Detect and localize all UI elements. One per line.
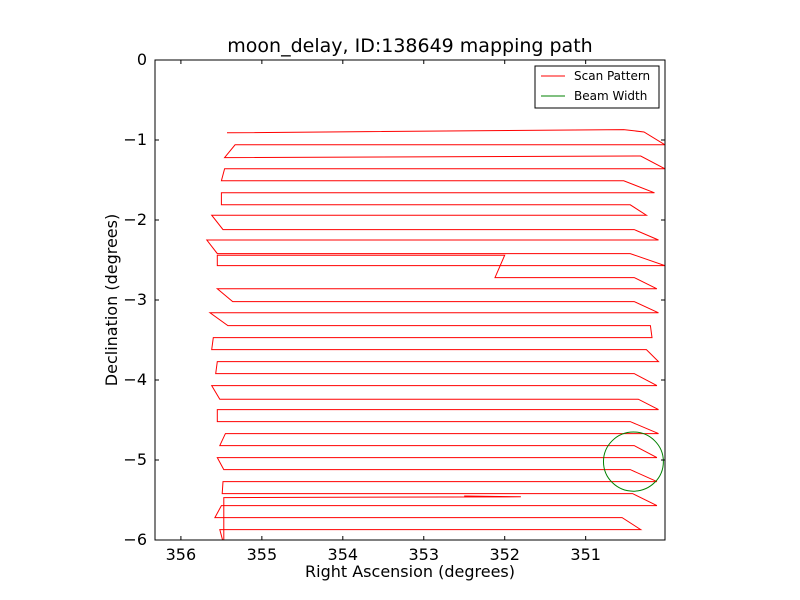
legend: Scan Pattern Beam Width [534, 65, 660, 109]
x-axis-label: Right Ascension (degrees) [305, 562, 515, 581]
y-axis: 0 −1 −2 −3 −4 −5 −6 [123, 50, 665, 549]
x-tick-label: 352 [489, 545, 520, 564]
y-tick-label: −5 [123, 450, 147, 469]
series-layer [205, 129, 665, 540]
y-tick-label: −3 [123, 290, 147, 309]
x-tick-label: 356 [166, 545, 197, 564]
legend-label-beam-width: Beam Width [574, 89, 647, 103]
x-tick-label: 355 [247, 545, 278, 564]
y-tick-label: −4 [123, 370, 147, 389]
plot-area [155, 60, 665, 540]
legend-box [534, 65, 660, 109]
x-axis: 356 355 354 353 352 351 [166, 60, 601, 564]
x-tick-label: 351 [570, 545, 601, 564]
chart-title: moon_delay, ID:138649 mapping path [227, 35, 592, 57]
y-tick-label: −2 [123, 210, 147, 229]
scan-pattern-line [205, 129, 665, 540]
y-tick-label: 0 [137, 50, 147, 69]
y-axis-label: Declination (degrees) [102, 214, 121, 386]
beam-width-circle [602, 431, 664, 492]
y-tick-label: −1 [123, 130, 147, 149]
y-tick-label: −6 [123, 530, 147, 549]
x-tick-label: 353 [408, 545, 439, 564]
legend-label-scan-pattern: Scan Pattern [574, 69, 650, 83]
x-tick-label: 354 [328, 545, 359, 564]
